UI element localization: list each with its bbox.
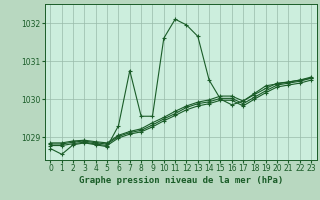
X-axis label: Graphe pression niveau de la mer (hPa): Graphe pression niveau de la mer (hPa) bbox=[79, 176, 283, 185]
